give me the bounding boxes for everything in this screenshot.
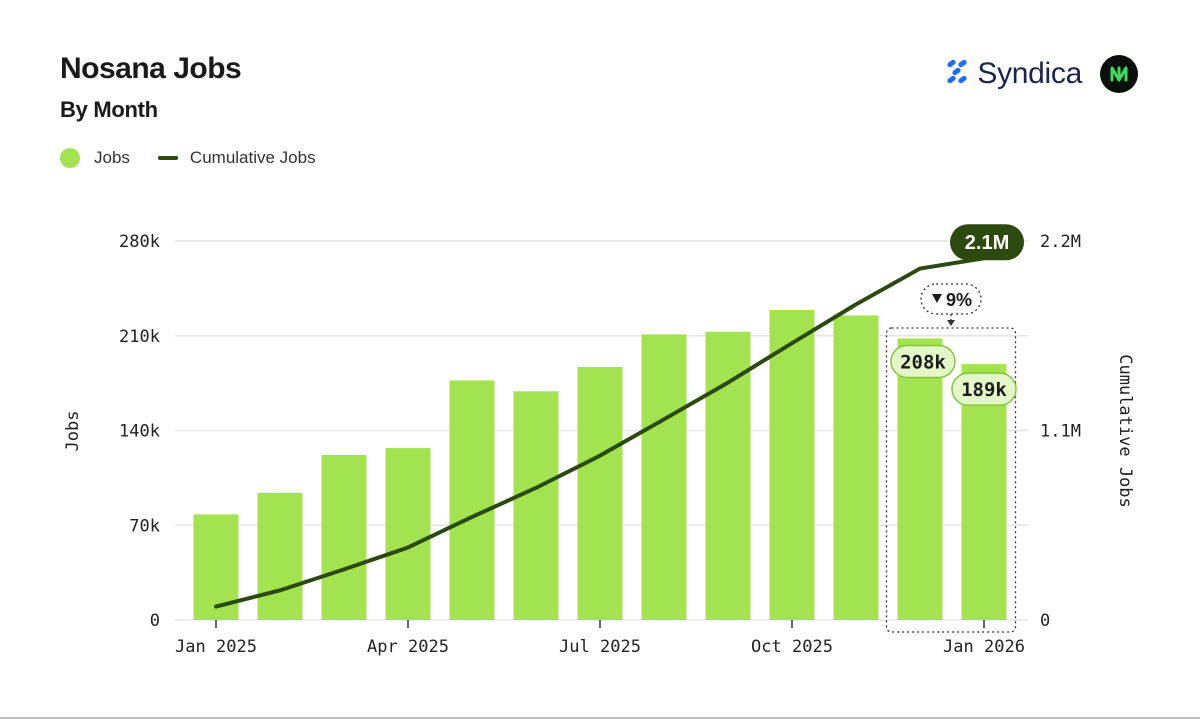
chart-title: Nosana Jobs <box>60 52 242 85</box>
x-tick-label: Jul 2025 <box>559 637 641 657</box>
y-left-tick-label: 210k <box>119 327 160 347</box>
bar-jobs <box>641 334 687 620</box>
bar-jobs <box>897 338 943 620</box>
y-left-axis-label: Jobs <box>63 411 83 452</box>
change-arrow-icon <box>947 320 955 326</box>
bar-jobs <box>385 448 431 620</box>
y-right-axis-label: Cumulative Jobs <box>1115 354 1135 508</box>
bar-jobs <box>513 391 559 620</box>
syndica-logo-icon <box>945 58 971 91</box>
bar-jobs <box>705 331 751 620</box>
bar-jobs <box>769 310 815 620</box>
bar-value-pill <box>951 372 1017 406</box>
nosana-logo-icon <box>1100 55 1138 93</box>
y-right-tick-label: 1.1M <box>1040 422 1081 442</box>
x-tick-label: Oct 2025 <box>751 637 833 657</box>
chart-subtitle: By Month <box>60 97 158 122</box>
bar-jobs <box>961 364 1007 620</box>
brand-logos: Syndica <box>945 55 1138 93</box>
bar-value-label: 208k <box>900 351 946 373</box>
x-tick-label: Jan 2025 <box>175 637 257 657</box>
legend-jobs-label: Jobs <box>94 148 130 167</box>
cumulative-value-pill <box>950 224 1024 261</box>
bar-jobs <box>321 454 367 620</box>
x-tick-label: Jan 2026 <box>943 637 1025 657</box>
cumulative-value-label: 2.1M <box>965 232 1009 254</box>
bar-jobs <box>449 380 495 620</box>
y-right-tick-label: 0 <box>1040 611 1050 631</box>
y-left-tick-label: 0 <box>150 611 160 631</box>
legend-cumulative-swatch <box>157 156 178 160</box>
syndica-wordmark: Syndica <box>977 57 1082 90</box>
bar-jobs <box>257 492 303 620</box>
down-triangle-icon <box>932 294 942 303</box>
highlight-box <box>885 327 1017 633</box>
y-left-tick-label: 70k <box>129 516 160 536</box>
legend-cumulative-label: Cumulative Jobs <box>189 148 316 167</box>
x-tick-label: Apr 2025 <box>367 637 449 657</box>
bottom-divider <box>0 717 1200 719</box>
bar-value-label: 189k <box>961 379 1007 401</box>
y-left-tick-label: 140k <box>119 422 160 442</box>
legend: Jobs Cumulative Jobs <box>60 148 316 168</box>
y-left-tick-label: 280k <box>119 232 160 252</box>
bar-jobs <box>833 315 879 620</box>
bar-value-pill <box>890 344 956 379</box>
change-label: 9% <box>946 290 972 310</box>
y-right-tick-label: 2.2M <box>1040 232 1081 252</box>
bar-jobs <box>577 366 623 620</box>
legend-jobs-swatch <box>60 148 80 168</box>
